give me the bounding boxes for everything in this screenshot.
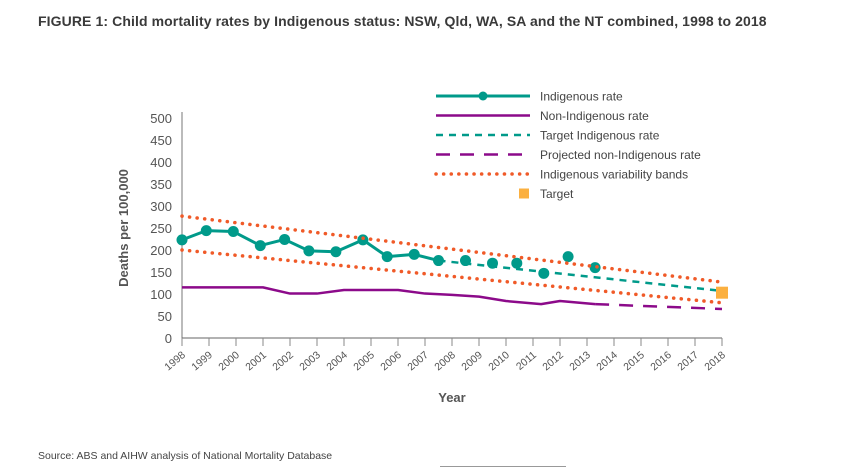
- y-tick-label: 0: [165, 331, 172, 346]
- x-tick-label: 2005: [351, 349, 377, 373]
- y-tick-label: 450: [150, 133, 172, 148]
- legend-label: Target: [540, 187, 574, 201]
- divider: [440, 466, 566, 467]
- indigenous-point: [589, 262, 601, 274]
- series-line-5: [180, 214, 724, 284]
- x-tick-label: 2002: [270, 349, 296, 373]
- legend-item: Projected non-Indigenous rate: [436, 148, 701, 162]
- x-tick-label: 2015: [621, 349, 647, 373]
- indigenous-point: [303, 245, 315, 257]
- x-tick-label: 2008: [432, 349, 458, 373]
- x-tick-label: 2017: [675, 349, 701, 373]
- indigenous-point: [254, 240, 266, 252]
- indigenous-point: [200, 225, 212, 237]
- series-line-6: [180, 248, 724, 305]
- legend-item: Indigenous variability bands: [434, 168, 688, 182]
- y-tick-label: 200: [150, 243, 172, 258]
- legend-label: Target Indigenous rate: [540, 129, 660, 143]
- x-tick-label: 2014: [594, 349, 620, 373]
- indigenous-point: [562, 251, 574, 263]
- y-tick-label: 500: [150, 111, 172, 126]
- x-tick-label: 2007: [405, 349, 431, 373]
- y-tick-label: 300: [150, 199, 172, 214]
- y-axis-label: Deaths per 100,000: [116, 169, 131, 287]
- indigenous-point: [227, 226, 239, 238]
- legend-swatch-target: [519, 188, 529, 199]
- indigenous-point: [408, 248, 420, 260]
- legend-label: Indigenous variability bands: [540, 168, 688, 182]
- series-line-2: [182, 286, 596, 306]
- legend-item: Target Indigenous rate: [436, 129, 660, 143]
- indigenous-point: [279, 233, 291, 245]
- x-tick-label: 2013: [567, 349, 593, 373]
- x-tick-label: 2004: [324, 349, 350, 373]
- x-tick-label: 2011: [514, 349, 539, 373]
- indigenous-point: [511, 257, 523, 269]
- indigenous-point: [176, 234, 188, 246]
- legend-label: Non-Indigenous rate: [540, 109, 649, 123]
- x-axis-label: Year: [438, 390, 465, 405]
- y-tick-label: 400: [150, 155, 172, 170]
- y-tick-label: 50: [158, 309, 172, 324]
- x-tick-label: 2009: [459, 349, 485, 373]
- x-tick-label: 2003: [297, 349, 323, 373]
- legend-item: Non-Indigenous rate: [436, 109, 649, 123]
- indigenous-point: [381, 251, 393, 263]
- figure-title: FIGURE 1: Child mortality rates by Indig…: [38, 13, 767, 29]
- indigenous-point: [538, 267, 550, 279]
- target-marker: [716, 286, 728, 299]
- x-tick-label: 2006: [378, 349, 404, 373]
- legend-marker: [478, 91, 488, 101]
- series-line-4: [595, 302, 723, 311]
- y-tick-label: 350: [150, 177, 172, 192]
- x-tick-label: 1999: [189, 349, 215, 373]
- source-note: Source: ABS and AIHW analysis of Nationa…: [38, 450, 333, 462]
- x-tick-label: 1998: [162, 349, 188, 373]
- legend-label: Projected non-Indigenous rate: [540, 148, 701, 162]
- series-line-3: [438, 259, 723, 293]
- x-tick-label: 2012: [540, 349, 566, 373]
- x-tick-label: 2010: [486, 349, 512, 373]
- legend-label: Indigenous rate: [540, 90, 623, 104]
- indigenous-point: [330, 246, 342, 258]
- legend-item: Target: [519, 187, 574, 201]
- x-tick-label: 2000: [216, 349, 242, 373]
- legend-item: Indigenous rate: [436, 90, 623, 104]
- y-tick-label: 100: [150, 287, 172, 302]
- y-tick-label: 150: [150, 265, 172, 280]
- x-tick-label: 2016: [648, 349, 674, 373]
- x-tick-label: 2018: [702, 349, 728, 373]
- y-tick-label: 250: [150, 221, 172, 236]
- x-tick-label: 2001: [243, 349, 269, 373]
